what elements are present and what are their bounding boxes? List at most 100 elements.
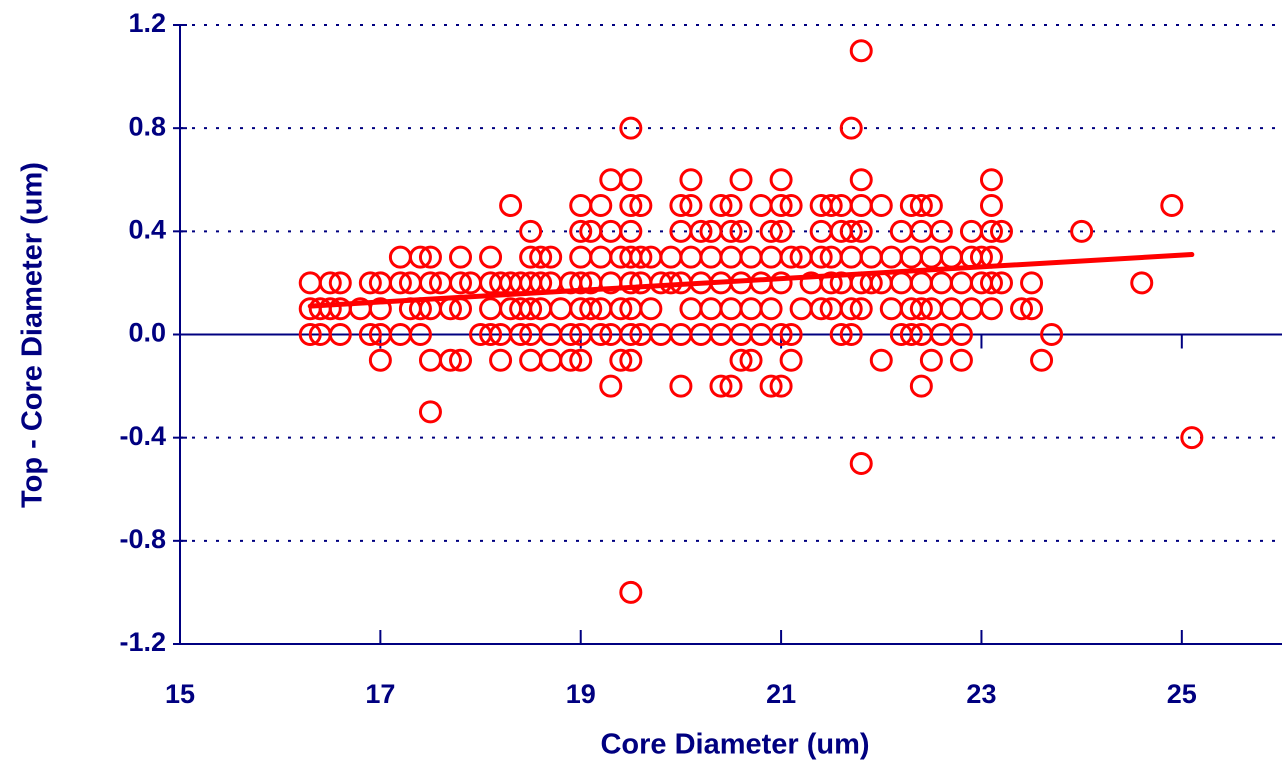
data-point bbox=[979, 194, 1003, 218]
data-point bbox=[569, 219, 593, 243]
trend-line bbox=[307, 252, 1195, 309]
data-point bbox=[569, 348, 593, 372]
x-tick-label: 19 bbox=[566, 679, 596, 709]
data-point bbox=[809, 297, 833, 321]
data-point bbox=[408, 323, 432, 346]
data-point bbox=[949, 271, 973, 295]
data-point bbox=[669, 194, 693, 218]
data-point bbox=[1030, 348, 1054, 372]
data-point bbox=[479, 297, 503, 321]
data-point bbox=[989, 219, 1013, 243]
y-tick-label: -1.2 bbox=[119, 627, 166, 657]
data-point bbox=[709, 374, 733, 398]
data-point bbox=[749, 271, 773, 295]
data-point bbox=[1160, 194, 1184, 218]
data-point bbox=[298, 323, 322, 346]
data-point bbox=[919, 348, 943, 372]
data-point bbox=[679, 297, 703, 321]
data-point bbox=[729, 168, 753, 192]
data-point bbox=[789, 297, 813, 321]
data-point bbox=[619, 194, 643, 218]
data-point bbox=[899, 245, 923, 269]
data-point bbox=[1040, 323, 1064, 346]
data-point bbox=[559, 323, 583, 346]
data-point bbox=[959, 297, 983, 321]
data-point bbox=[719, 194, 743, 218]
data-point bbox=[849, 168, 873, 192]
data-point bbox=[929, 271, 953, 295]
data-point bbox=[1130, 271, 1154, 295]
data-point bbox=[729, 219, 753, 243]
data-point bbox=[589, 245, 613, 269]
data-point bbox=[909, 194, 933, 218]
data-point bbox=[298, 271, 322, 295]
data-point bbox=[779, 194, 803, 218]
data-point bbox=[929, 219, 953, 243]
data-point bbox=[438, 348, 462, 372]
data-point bbox=[769, 374, 793, 398]
data-point bbox=[599, 168, 623, 192]
data-point bbox=[949, 348, 973, 372]
data-point bbox=[849, 39, 873, 63]
data-point bbox=[619, 271, 643, 295]
data-point bbox=[699, 297, 723, 321]
data-point bbox=[629, 245, 653, 269]
data-point bbox=[1020, 271, 1044, 295]
data-point bbox=[328, 323, 352, 346]
data-point bbox=[839, 245, 863, 269]
data-point bbox=[939, 297, 963, 321]
data-point bbox=[629, 194, 653, 218]
data-point bbox=[539, 245, 563, 269]
data-point bbox=[849, 219, 873, 243]
data-point bbox=[449, 348, 473, 372]
data-point bbox=[569, 194, 593, 218]
data-point bbox=[358, 271, 382, 295]
data-point bbox=[609, 297, 633, 321]
data-point bbox=[829, 323, 853, 346]
data-point bbox=[849, 297, 873, 321]
data-point bbox=[889, 271, 913, 295]
data-point bbox=[599, 374, 623, 398]
data-point bbox=[769, 168, 793, 192]
data-point bbox=[449, 245, 473, 269]
data-point bbox=[418, 245, 442, 269]
data-point bbox=[318, 271, 342, 295]
data-point bbox=[739, 297, 763, 321]
x-tick-label: 21 bbox=[766, 679, 796, 709]
data-point bbox=[579, 297, 603, 321]
data-point bbox=[819, 271, 843, 295]
y-tick-label: -0.4 bbox=[119, 421, 166, 451]
data-point bbox=[388, 245, 412, 269]
data-point bbox=[699, 245, 723, 269]
data-point bbox=[358, 323, 382, 346]
data-point bbox=[779, 348, 803, 372]
data-point bbox=[909, 271, 933, 295]
data-point bbox=[809, 245, 833, 269]
data-point bbox=[619, 323, 643, 346]
data-point bbox=[989, 271, 1013, 295]
data-point bbox=[479, 323, 503, 346]
data-point bbox=[759, 374, 783, 398]
data-point bbox=[1180, 426, 1204, 450]
data-point bbox=[769, 323, 793, 346]
data-point bbox=[939, 245, 963, 269]
data-point bbox=[499, 194, 523, 218]
data-point bbox=[509, 323, 533, 346]
data-point bbox=[779, 245, 803, 269]
data-point bbox=[318, 297, 342, 321]
data-point bbox=[759, 297, 783, 321]
data-point bbox=[739, 245, 763, 269]
data-point bbox=[539, 348, 563, 372]
data-point bbox=[559, 348, 583, 372]
x-axis-title: Core Diameter (um) bbox=[600, 729, 869, 761]
data-point bbox=[719, 297, 743, 321]
data-point bbox=[619, 348, 643, 372]
data-point bbox=[639, 297, 663, 321]
data-point bbox=[959, 219, 983, 243]
data-point bbox=[769, 219, 793, 243]
data-point bbox=[689, 219, 713, 243]
data-point bbox=[328, 271, 352, 295]
data-point bbox=[979, 297, 1003, 321]
data-point bbox=[759, 245, 783, 269]
